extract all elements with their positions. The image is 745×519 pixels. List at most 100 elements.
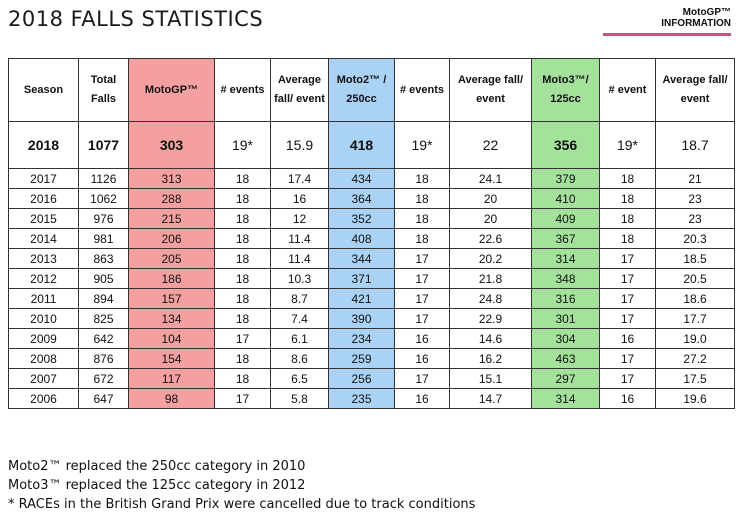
cell-season: 2015 bbox=[8, 208, 79, 229]
cell-moto3-events: 18 bbox=[599, 208, 656, 229]
cell-total-falls: 642 bbox=[78, 328, 129, 349]
cell-moto2-events: 18 bbox=[394, 228, 450, 249]
cell-moto3-average: 19.6 bbox=[655, 388, 735, 409]
cell-total-falls: 1126 bbox=[78, 168, 129, 189]
cell-motogp-average: 12 bbox=[270, 208, 329, 229]
cell-motogp-events: 19* bbox=[214, 121, 271, 169]
cell-moto2-events: 18 bbox=[394, 208, 450, 229]
cell-moto3-events: 17 bbox=[599, 248, 656, 269]
cell-moto3-falls: 304 bbox=[531, 328, 600, 349]
cell-moto3-falls: 297 bbox=[531, 368, 600, 389]
cell-moto2-falls: 421 bbox=[328, 288, 395, 309]
cell-moto3-average: 27.2 bbox=[655, 348, 735, 369]
header-motogp-average: Average fall/ event bbox=[270, 58, 329, 122]
cell-moto2-events: 17 bbox=[394, 308, 450, 329]
cell-motogp-events: 18 bbox=[214, 208, 271, 229]
cell-moto2-events: 16 bbox=[394, 388, 450, 409]
cell-moto2-average: 16.2 bbox=[449, 348, 532, 369]
cell-total-falls: 1077 bbox=[78, 121, 129, 169]
cell-moto3-falls: 348 bbox=[531, 268, 600, 289]
cell-motogp-events: 17 bbox=[214, 328, 271, 349]
cell-moto2-falls: 234 bbox=[328, 328, 395, 349]
cell-motogp-average: 10.3 bbox=[270, 268, 329, 289]
cell-moto2-average: 14.6 bbox=[449, 328, 532, 349]
cell-moto3-falls: 316 bbox=[531, 288, 600, 309]
cell-moto3-falls: 314 bbox=[531, 388, 600, 409]
cell-motogp-falls: 303 bbox=[128, 121, 215, 169]
cell-motogp-falls: 157 bbox=[128, 288, 215, 309]
table-row: 2014 981 206 18 11.4 408 18 22.6 367 18 20.3 bbox=[8, 228, 735, 249]
cell-moto3-events: 17 bbox=[599, 348, 656, 369]
cell-moto2-average: 20.2 bbox=[449, 248, 532, 269]
cell-moto2-average: 20 bbox=[449, 188, 532, 209]
cell-motogp-falls: 215 bbox=[128, 208, 215, 229]
cell-moto2-average: 22 bbox=[449, 121, 532, 169]
cell-moto3-falls: 409 bbox=[531, 208, 600, 229]
cell-total-falls: 647 bbox=[78, 388, 129, 409]
cell-season: 2013 bbox=[8, 248, 79, 269]
cell-moto3-events: 18 bbox=[599, 188, 656, 209]
cell-season: 2018 bbox=[8, 121, 79, 169]
table-row: 2013 863 205 18 11.4 344 17 20.2 314 17 18.5 bbox=[8, 248, 735, 269]
cell-moto2-average: 20 bbox=[449, 208, 532, 229]
cell-moto2-events: 19* bbox=[394, 121, 450, 169]
cell-moto3-average: 23 bbox=[655, 188, 735, 209]
cell-season: 2008 bbox=[8, 348, 79, 369]
cell-season: 2007 bbox=[8, 368, 79, 389]
cell-moto3-average: 18.6 bbox=[655, 288, 735, 309]
cell-motogp-events: 18 bbox=[214, 308, 271, 329]
brand-line-2: INFORMATION bbox=[661, 18, 731, 29]
cell-moto3-falls: 367 bbox=[531, 228, 600, 249]
cell-moto3-events: 19* bbox=[599, 121, 656, 169]
cell-motogp-falls: 117 bbox=[128, 368, 215, 389]
cell-motogp-falls: 186 bbox=[128, 268, 215, 289]
cell-total-falls: 876 bbox=[78, 348, 129, 369]
cell-moto3-events: 18 bbox=[599, 228, 656, 249]
cell-moto2-average: 24.1 bbox=[449, 168, 532, 189]
cell-moto2-falls: 235 bbox=[328, 388, 395, 409]
cell-moto3-events: 17 bbox=[599, 308, 656, 329]
cell-moto3-falls: 410 bbox=[531, 188, 600, 209]
cell-moto2-average: 14.7 bbox=[449, 388, 532, 409]
cell-total-falls: 981 bbox=[78, 228, 129, 249]
cell-motogp-events: 18 bbox=[214, 228, 271, 249]
cell-motogp-average: 11.4 bbox=[270, 248, 329, 269]
cell-moto3-average: 20.5 bbox=[655, 268, 735, 289]
cell-motogp-average: 7.4 bbox=[270, 308, 329, 329]
cell-motogp-average: 15.9 bbox=[270, 121, 329, 169]
cell-moto3-events: 17 bbox=[599, 368, 656, 389]
cell-motogp-events: 18 bbox=[214, 288, 271, 309]
header-moto3-events: # event bbox=[599, 58, 656, 122]
cell-motogp-falls: 288 bbox=[128, 188, 215, 209]
cell-motogp-average: 16 bbox=[270, 188, 329, 209]
cell-season: 2017 bbox=[8, 168, 79, 189]
cell-moto3-events: 18 bbox=[599, 168, 656, 189]
cell-season: 2014 bbox=[8, 228, 79, 249]
cell-moto2-average: 22.9 bbox=[449, 308, 532, 329]
table-row: 2011 894 157 18 8.7 421 17 24.8 316 17 18.6 bbox=[8, 288, 735, 309]
cell-motogp-events: 18 bbox=[214, 188, 271, 209]
footnotes: Moto2™ replaced the 250cc category in 20… bbox=[8, 457, 475, 514]
cell-motogp-average: 11.4 bbox=[270, 228, 329, 249]
cell-moto2-events: 16 bbox=[394, 328, 450, 349]
cell-motogp-average: 6.5 bbox=[270, 368, 329, 389]
cell-motogp-average: 8.6 bbox=[270, 348, 329, 369]
cell-moto2-events: 17 bbox=[394, 248, 450, 269]
cell-moto3-average: 20.3 bbox=[655, 228, 735, 249]
cell-moto3-events: 16 bbox=[599, 328, 656, 349]
cell-moto2-falls: 256 bbox=[328, 368, 395, 389]
header-moto2: Moto2™ / 250cc bbox=[328, 58, 395, 122]
cell-moto2-events: 18 bbox=[394, 188, 450, 209]
footnote-moto3: Moto3™ replaced the 125cc category in 20… bbox=[8, 478, 306, 493]
table-row: 2012 905 186 18 10.3 371 17 21.8 348 17 20.5 bbox=[8, 268, 735, 289]
cell-motogp-falls: 205 bbox=[128, 248, 215, 269]
table-row: 2016 1062 288 18 16 364 18 20 410 18 23 bbox=[8, 188, 735, 209]
cell-moto2-events: 17 bbox=[394, 368, 450, 389]
cell-moto3-falls: 301 bbox=[531, 308, 600, 329]
brand-line-1: MotoGP™ bbox=[682, 7, 731, 18]
cell-moto3-average: 18.7 bbox=[655, 121, 735, 169]
header-moto3: Moto3™/ 125cc bbox=[531, 58, 600, 122]
cell-moto2-falls: 259 bbox=[328, 348, 395, 369]
footnote-moto2: Moto2™ replaced the 250cc category in 20… bbox=[8, 459, 306, 474]
header-row: Season Total Falls MotoGP™ # events Aver… bbox=[8, 58, 735, 122]
